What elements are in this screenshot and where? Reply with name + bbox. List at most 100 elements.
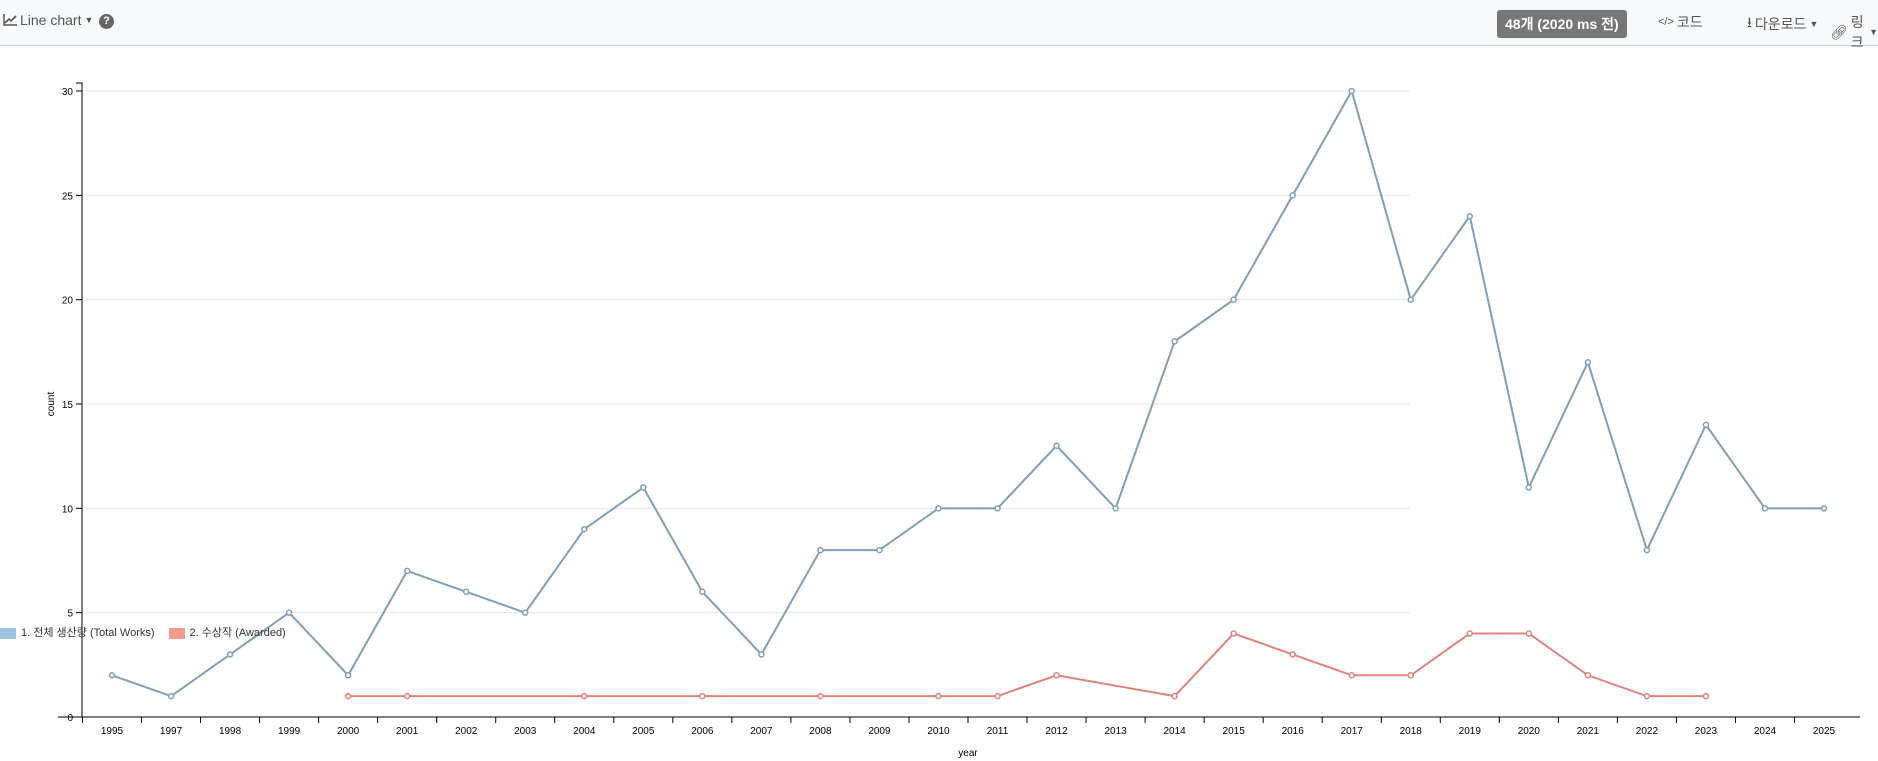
data-point	[640, 484, 647, 491]
x-tick-label: 2017	[1341, 726, 1364, 737]
x-axis-label: year	[958, 748, 978, 759]
y-tick-label: 20	[62, 296, 74, 307]
data-point	[1466, 630, 1474, 637]
data-point	[1820, 505, 1828, 512]
legend-swatch	[0, 628, 16, 639]
x-tick-label: 2012	[1045, 726, 1068, 737]
data-point	[1702, 692, 1710, 700]
data-point	[1525, 630, 1533, 637]
x-tick-label: 2024	[1754, 726, 1777, 737]
link-label: 링크	[1850, 14, 1864, 50]
x-tick-label: 2011	[987, 726, 1009, 737]
download-label: 다운로드	[1754, 16, 1807, 32]
legend: 1. 전체 생산량 (Total Works) 2. 수상작 (Awarded)	[0, 627, 286, 640]
x-tick-label: 2022	[1636, 726, 1659, 737]
data-point	[521, 609, 529, 616]
y-axis	[76, 82, 83, 717]
toolbar: Line chart ▼ ? 48개 (2020 ms 전) </> 코드 ⭳ 다운로…	[0, 0, 1878, 50]
data-point	[1053, 442, 1060, 449]
data-point	[167, 692, 175, 700]
data-point	[817, 692, 824, 700]
x-tick-label: 2003	[514, 726, 537, 737]
y-tick-label: 25	[62, 191, 74, 202]
legend-label: 1. 전체 생산량 (Total Works)	[21, 627, 155, 639]
x-tick-label: 2021	[1577, 726, 1600, 737]
data-point	[1348, 672, 1355, 679]
x-tick-label: 1997	[160, 726, 183, 737]
x-tick-label: 2020	[1518, 726, 1541, 737]
data-point	[1466, 212, 1474, 220]
data-point	[817, 546, 824, 554]
data-point	[935, 692, 942, 700]
data-point	[1525, 484, 1533, 491]
x-tick-label: 2009	[868, 726, 891, 737]
caret-down-icon: ▼	[1869, 27, 1878, 37]
caret-down-icon: ▼	[1809, 19, 1819, 29]
download-icon: ⭳	[1747, 14, 1752, 30]
data-point	[699, 588, 706, 596]
data-point	[1112, 505, 1119, 512]
data-point	[1230, 630, 1237, 637]
legend-label: 2. 수상작 (Awarded)	[189, 627, 286, 639]
x-tick-label: 2005	[632, 726, 655, 737]
x-tick-label: 2014	[1163, 726, 1186, 737]
data-point	[1171, 692, 1178, 700]
data-point	[1230, 296, 1237, 303]
chart-type-label: Line chart	[20, 12, 82, 28]
x-tick-label: 2001	[396, 726, 419, 737]
y-tick-label: 10	[62, 504, 74, 515]
data-point	[758, 651, 765, 658]
data-point	[876, 546, 883, 554]
data-point	[994, 505, 1001, 512]
code-icon: </>	[1658, 16, 1674, 28]
x-tick-label: 2013	[1104, 726, 1127, 737]
line-chart-icon	[3, 14, 17, 26]
link-dropdown[interactable]: 🔗︎ 링크 ▼	[1830, 12, 1878, 52]
data-point	[935, 505, 942, 512]
x-tick-label: 2008	[809, 726, 832, 737]
legend-item-total-works[interactable]: 1. 전체 생산량 (Total Works)	[0, 627, 155, 640]
x-tick-label: 2004	[573, 726, 596, 737]
data-point	[1289, 192, 1296, 199]
data-point	[1171, 338, 1178, 345]
x-tick-label: 1998	[219, 726, 242, 737]
data-point	[226, 651, 234, 658]
code-button[interactable]: </> 코드	[1658, 12, 1703, 32]
x-tick-label: 2000	[337, 726, 360, 737]
download-dropdown[interactable]: ⭳ 다운로드 ▼	[1747, 12, 1818, 36]
legend-item-awarded[interactable]: 2. 수상작 (Awarded)	[168, 627, 286, 640]
data-point	[1761, 505, 1769, 512]
data-point	[403, 692, 411, 700]
x-tick-label: 2025	[1813, 726, 1836, 737]
y-tick-label: 30	[62, 87, 74, 98]
x-tick-label: 2007	[750, 726, 773, 737]
data-point	[699, 692, 706, 700]
data-point	[1407, 296, 1415, 303]
data-point	[344, 692, 352, 700]
data-point	[581, 525, 588, 533]
data-point	[1643, 692, 1651, 700]
data-point	[1584, 359, 1592, 366]
series-line	[348, 632, 1706, 698]
data-point	[1584, 672, 1592, 679]
status-badge: 48개 (2020 ms 전)	[1497, 10, 1627, 38]
x-tick-label: 2016	[1282, 726, 1305, 737]
x-tick-label: 1995	[101, 726, 124, 737]
x-tick-label: 2015	[1223, 726, 1246, 737]
data-point	[994, 692, 1001, 700]
x-tick-label: 2006	[691, 726, 714, 737]
data-point	[344, 672, 352, 679]
y-axis-label: count	[46, 392, 57, 417]
chart-type-dropdown[interactable]: Line chart ▼	[3, 12, 93, 28]
y-tick-label: 15	[62, 400, 74, 411]
y-tick-label: 0	[67, 713, 73, 724]
x-tick-label: 2023	[1695, 726, 1718, 737]
data-point	[403, 567, 411, 575]
code-label: 코드	[1676, 14, 1703, 30]
caret-down-icon: ▼	[84, 15, 94, 25]
data-point	[108, 672, 116, 679]
data-point	[1407, 672, 1415, 679]
help-icon[interactable]: ?	[99, 14, 114, 29]
x-tick-label: 2018	[1400, 726, 1423, 737]
